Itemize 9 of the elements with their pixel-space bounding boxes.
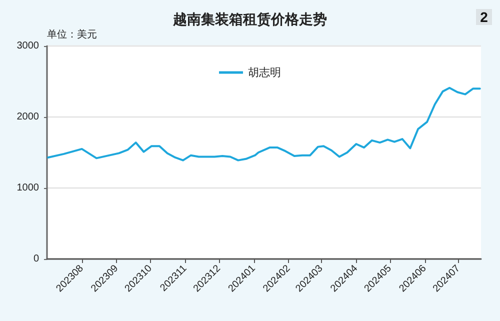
chart-title: 越南集装箱租赁价格走势 [172, 12, 327, 28]
line-series [47, 86, 481, 162]
y-tick-label: 0 [33, 254, 40, 264]
text: 2 [480, 9, 488, 25]
y-tick-label: 3000 [16, 40, 40, 52]
y-tick-label: 2000 [16, 112, 40, 122]
y-axis-title: 单位：美元 [47, 28, 97, 40]
legend-label: 胡志明 [248, 66, 281, 79]
y-tick-label: 1000 [16, 182, 40, 194]
